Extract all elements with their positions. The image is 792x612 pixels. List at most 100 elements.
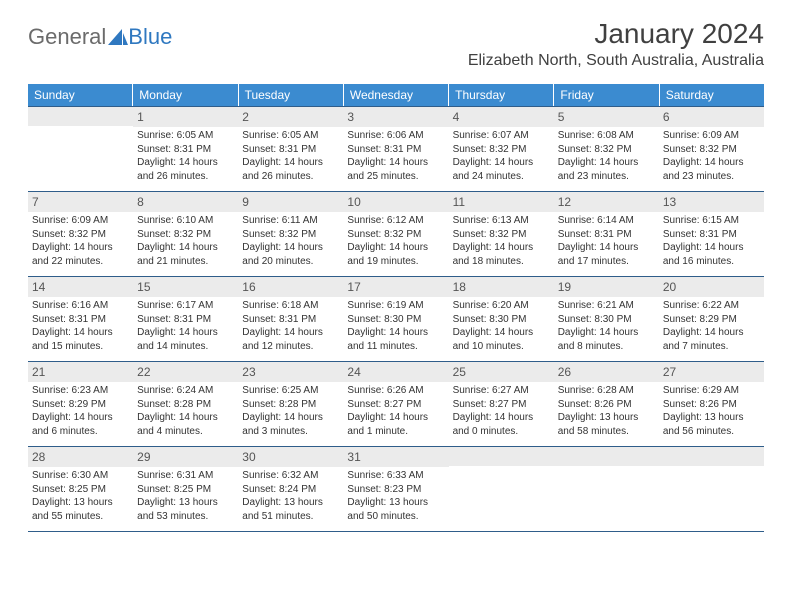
week-row: 28Sunrise: 6:30 AMSunset: 8:25 PMDayligh… (28, 446, 764, 532)
day-cell: 7Sunrise: 6:09 AMSunset: 8:32 PMDaylight… (28, 192, 133, 276)
day-cell: 12Sunrise: 6:14 AMSunset: 8:31 PMDayligh… (554, 192, 659, 276)
sunset-text: Sunset: 8:25 PM (137, 483, 234, 497)
weekday-header: Friday (554, 84, 659, 106)
day-body: Sunrise: 6:15 AMSunset: 8:31 PMDaylight:… (659, 212, 764, 268)
weekday-header: Monday (133, 84, 238, 106)
day-number: 16 (238, 277, 343, 297)
sunrise-text: Sunrise: 6:15 AM (663, 214, 760, 228)
daylight-text: Daylight: 14 hours and 12 minutes. (242, 326, 339, 353)
sunset-text: Sunset: 8:24 PM (242, 483, 339, 497)
sunset-text: Sunset: 8:28 PM (242, 398, 339, 412)
weekday-header: Thursday (449, 84, 554, 106)
sunset-text: Sunset: 8:31 PM (137, 143, 234, 157)
title-block: January 2024 Elizabeth North, South Aust… (468, 18, 764, 70)
day-body: Sunrise: 6:08 AMSunset: 8:32 PMDaylight:… (554, 127, 659, 183)
day-cell: 16Sunrise: 6:18 AMSunset: 8:31 PMDayligh… (238, 277, 343, 361)
sunset-text: Sunset: 8:28 PM (137, 398, 234, 412)
sunrise-text: Sunrise: 6:30 AM (32, 469, 129, 483)
day-number: 12 (554, 192, 659, 212)
day-cell: 20Sunrise: 6:22 AMSunset: 8:29 PMDayligh… (659, 277, 764, 361)
sunrise-text: Sunrise: 6:13 AM (453, 214, 550, 228)
sunset-text: Sunset: 8:32 PM (137, 228, 234, 242)
daylight-text: Daylight: 14 hours and 0 minutes. (453, 411, 550, 438)
sunset-text: Sunset: 8:23 PM (347, 483, 444, 497)
sunset-text: Sunset: 8:30 PM (347, 313, 444, 327)
day-body: Sunrise: 6:16 AMSunset: 8:31 PMDaylight:… (28, 297, 133, 353)
day-number: 1 (133, 107, 238, 127)
day-number: 22 (133, 362, 238, 382)
day-body: Sunrise: 6:22 AMSunset: 8:29 PMDaylight:… (659, 297, 764, 353)
location-text: Elizabeth North, South Australia, Austra… (468, 52, 764, 70)
sunrise-text: Sunrise: 6:08 AM (558, 129, 655, 143)
sunset-text: Sunset: 8:29 PM (663, 313, 760, 327)
day-cell: 14Sunrise: 6:16 AMSunset: 8:31 PMDayligh… (28, 277, 133, 361)
sunrise-text: Sunrise: 6:10 AM (137, 214, 234, 228)
day-body: Sunrise: 6:05 AMSunset: 8:31 PMDaylight:… (238, 127, 343, 183)
day-body: Sunrise: 6:24 AMSunset: 8:28 PMDaylight:… (133, 382, 238, 438)
day-body: Sunrise: 6:10 AMSunset: 8:32 PMDaylight:… (133, 212, 238, 268)
day-body: Sunrise: 6:14 AMSunset: 8:31 PMDaylight:… (554, 212, 659, 268)
logo: General Blue (28, 24, 172, 50)
month-title: January 2024 (468, 18, 764, 50)
daylight-text: Daylight: 14 hours and 20 minutes. (242, 241, 339, 268)
day-body: Sunrise: 6:12 AMSunset: 8:32 PMDaylight:… (343, 212, 448, 268)
logo-text-general: General (28, 24, 106, 50)
day-cell (659, 447, 764, 531)
sunset-text: Sunset: 8:31 PM (558, 228, 655, 242)
day-number: 27 (659, 362, 764, 382)
day-cell: 15Sunrise: 6:17 AMSunset: 8:31 PMDayligh… (133, 277, 238, 361)
logo-sail-icon (108, 29, 128, 45)
sunrise-text: Sunrise: 6:31 AM (137, 469, 234, 483)
day-number: 30 (238, 447, 343, 467)
sunrise-text: Sunrise: 6:28 AM (558, 384, 655, 398)
sunset-text: Sunset: 8:26 PM (558, 398, 655, 412)
sunset-text: Sunset: 8:27 PM (347, 398, 444, 412)
daylight-text: Daylight: 14 hours and 17 minutes. (558, 241, 655, 268)
sunset-text: Sunset: 8:32 PM (663, 143, 760, 157)
day-number: 19 (554, 277, 659, 297)
day-body: Sunrise: 6:32 AMSunset: 8:24 PMDaylight:… (238, 467, 343, 523)
empty-day-header (449, 447, 554, 466)
sunrise-text: Sunrise: 6:05 AM (137, 129, 234, 143)
day-number: 26 (554, 362, 659, 382)
day-number: 17 (343, 277, 448, 297)
day-number: 25 (449, 362, 554, 382)
day-cell: 31Sunrise: 6:33 AMSunset: 8:23 PMDayligh… (343, 447, 448, 531)
day-number: 18 (449, 277, 554, 297)
sunrise-text: Sunrise: 6:14 AM (558, 214, 655, 228)
weeks-container: 1Sunrise: 6:05 AMSunset: 8:31 PMDaylight… (28, 106, 764, 532)
day-cell: 24Sunrise: 6:26 AMSunset: 8:27 PMDayligh… (343, 362, 448, 446)
sunset-text: Sunset: 8:31 PM (663, 228, 760, 242)
day-number: 10 (343, 192, 448, 212)
day-number: 31 (343, 447, 448, 467)
day-body: Sunrise: 6:06 AMSunset: 8:31 PMDaylight:… (343, 127, 448, 183)
daylight-text: Daylight: 14 hours and 23 minutes. (663, 156, 760, 183)
daylight-text: Daylight: 14 hours and 19 minutes. (347, 241, 444, 268)
daylight-text: Daylight: 14 hours and 15 minutes. (32, 326, 129, 353)
sunrise-text: Sunrise: 6:20 AM (453, 299, 550, 313)
day-number: 14 (28, 277, 133, 297)
day-body: Sunrise: 6:21 AMSunset: 8:30 PMDaylight:… (554, 297, 659, 353)
sunrise-text: Sunrise: 6:22 AM (663, 299, 760, 313)
day-cell: 21Sunrise: 6:23 AMSunset: 8:29 PMDayligh… (28, 362, 133, 446)
sunset-text: Sunset: 8:26 PM (663, 398, 760, 412)
sunrise-text: Sunrise: 6:17 AM (137, 299, 234, 313)
sunset-text: Sunset: 8:31 PM (137, 313, 234, 327)
day-cell: 1Sunrise: 6:05 AMSunset: 8:31 PMDaylight… (133, 107, 238, 191)
sunset-text: Sunset: 8:27 PM (453, 398, 550, 412)
day-body: Sunrise: 6:09 AMSunset: 8:32 PMDaylight:… (659, 127, 764, 183)
day-cell: 5Sunrise: 6:08 AMSunset: 8:32 PMDaylight… (554, 107, 659, 191)
day-cell: 6Sunrise: 6:09 AMSunset: 8:32 PMDaylight… (659, 107, 764, 191)
sunrise-text: Sunrise: 6:12 AM (347, 214, 444, 228)
sunrise-text: Sunrise: 6:19 AM (347, 299, 444, 313)
day-body: Sunrise: 6:19 AMSunset: 8:30 PMDaylight:… (343, 297, 448, 353)
sunrise-text: Sunrise: 6:32 AM (242, 469, 339, 483)
day-number: 5 (554, 107, 659, 127)
day-body: Sunrise: 6:28 AMSunset: 8:26 PMDaylight:… (554, 382, 659, 438)
daylight-text: Daylight: 14 hours and 16 minutes. (663, 241, 760, 268)
sunrise-text: Sunrise: 6:21 AM (558, 299, 655, 313)
day-cell: 4Sunrise: 6:07 AMSunset: 8:32 PMDaylight… (449, 107, 554, 191)
sunrise-text: Sunrise: 6:25 AM (242, 384, 339, 398)
day-body: Sunrise: 6:13 AMSunset: 8:32 PMDaylight:… (449, 212, 554, 268)
day-cell: 11Sunrise: 6:13 AMSunset: 8:32 PMDayligh… (449, 192, 554, 276)
